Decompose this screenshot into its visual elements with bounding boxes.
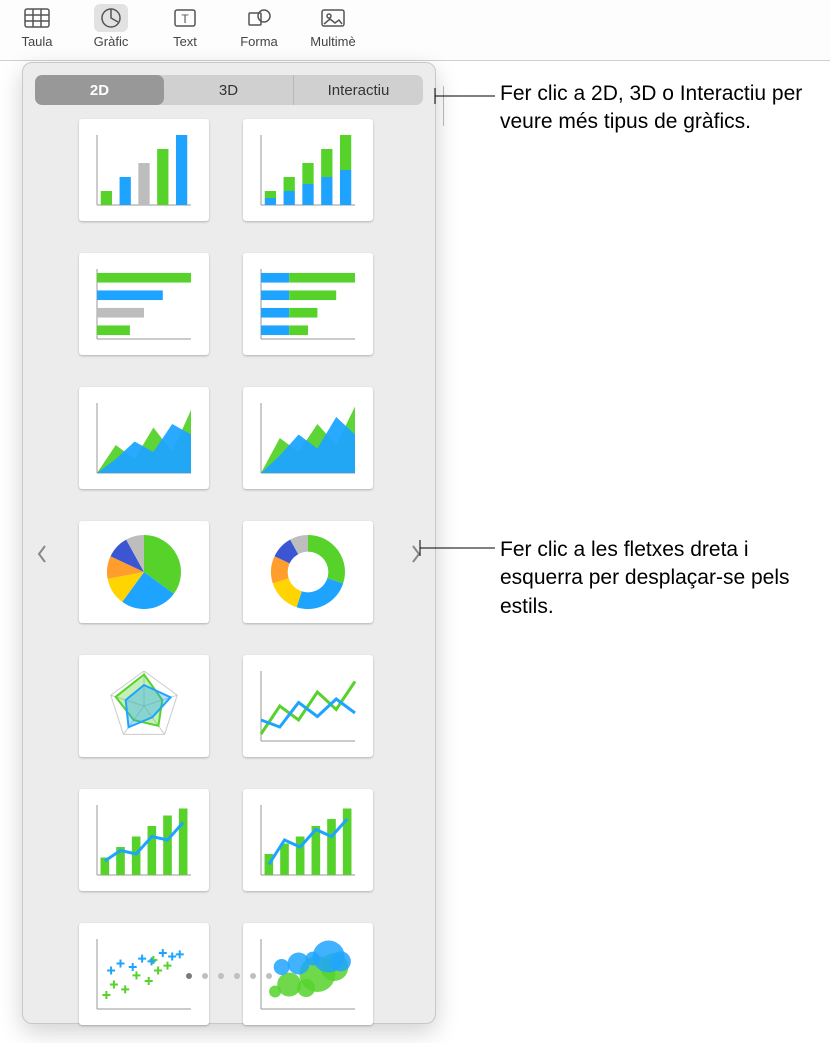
chart-thumb-combo-chart[interactable] [79, 789, 209, 891]
app-toolbar: Taula Gràfic T Text Forma Multimè [0, 0, 830, 61]
chart-thumb-donut-chart[interactable] [243, 521, 373, 623]
toolbar-item-grafic[interactable]: Gràfic [74, 4, 148, 49]
page-dot[interactable] [202, 973, 208, 979]
callout-leader [435, 88, 495, 104]
segment-3d[interactable]: 3D [164, 75, 293, 105]
chart-thumbnails [23, 119, 435, 989]
chart-thumb-column-chart[interactable] [79, 119, 209, 221]
toolbar-label: Taula [21, 34, 52, 49]
chart-picker-panel: 2D 3D Interactiu [22, 62, 436, 1024]
callout-c1: Fer clic a 2D, 3D o Interactiu per veure… [500, 80, 820, 137]
text-icon: T [168, 4, 202, 32]
toolbar-item-multimedia[interactable]: Multimè [296, 4, 370, 49]
toolbar-label: Multimè [310, 34, 356, 49]
callout-c2: Fer clic a les fletxes dreta i esquerra … [500, 536, 820, 621]
svg-text:T: T [181, 12, 189, 26]
toolbar-label: Text [173, 34, 197, 49]
chart-icon [94, 4, 128, 32]
next-style-arrow[interactable] [403, 534, 429, 574]
page-dot[interactable] [250, 973, 256, 979]
toolbar-label: Forma [240, 34, 278, 49]
chart-thumb-combo-chart-2[interactable] [243, 789, 373, 891]
chart-thumb-line-chart[interactable] [243, 655, 373, 757]
alignment-guide [442, 86, 444, 126]
chevron-left-icon [36, 544, 48, 564]
toolbar-item-taula[interactable]: Taula [0, 4, 74, 49]
page-dot[interactable] [234, 973, 240, 979]
chart-thumb-stacked-bar-chart[interactable] [243, 253, 373, 355]
toolbar-item-text[interactable]: T Text [148, 4, 222, 49]
page-dot[interactable] [218, 973, 224, 979]
page-indicator [23, 973, 435, 979]
toolbar-item-forma[interactable]: Forma [222, 4, 296, 49]
chart-thumb-pie-chart[interactable] [79, 521, 209, 623]
table-icon [20, 4, 54, 32]
toolbar-label: Gràfic [94, 34, 129, 49]
media-icon [316, 4, 350, 32]
page-dot[interactable] [266, 973, 272, 979]
chart-thumb-area-chart-2[interactable] [243, 387, 373, 489]
chart-thumb-stacked-column-chart[interactable] [243, 119, 373, 221]
shape-icon [242, 4, 276, 32]
chart-thumb-bar-chart[interactable] [79, 253, 209, 355]
chevron-right-icon [410, 544, 422, 564]
chart-type-segmented-control: 2D 3D Interactiu [35, 75, 423, 105]
page-dot[interactable] [186, 973, 192, 979]
segment-2d[interactable]: 2D [35, 75, 164, 105]
prev-style-arrow[interactable] [29, 534, 55, 574]
segment-interactive[interactable]: Interactiu [294, 75, 423, 105]
chart-thumb-area-chart[interactable] [79, 387, 209, 489]
chart-thumb-radar-chart[interactable] [79, 655, 209, 757]
